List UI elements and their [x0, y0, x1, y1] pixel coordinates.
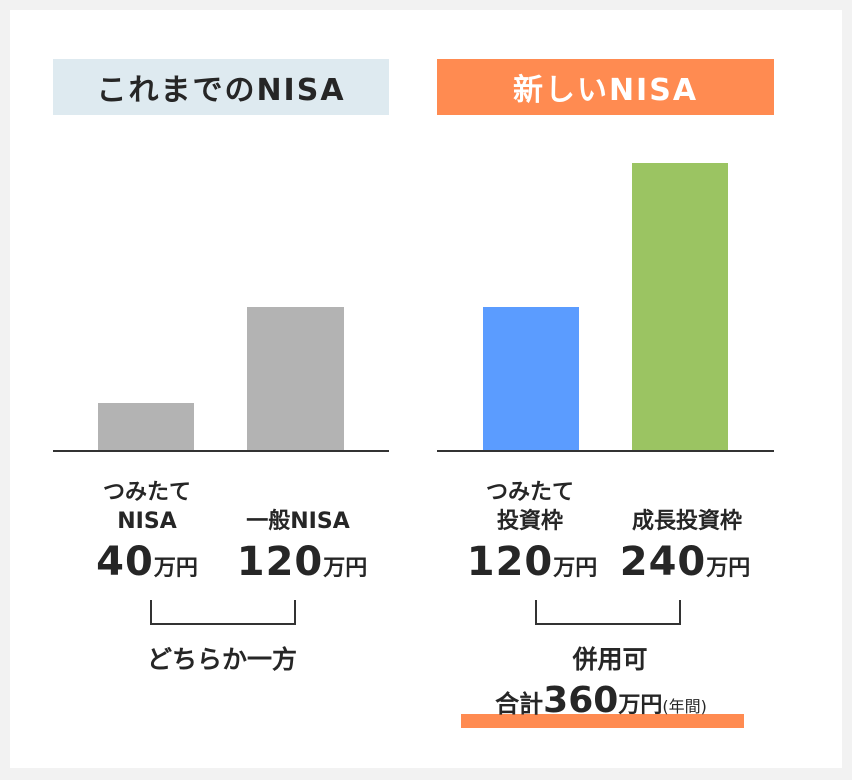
category-label-new-growth: 成長投資枠: [631, 509, 742, 534]
amount-unit: 万円: [553, 556, 598, 581]
bracket-connector: [535, 600, 681, 625]
annual-total: 合計360万円(年間): [466, 680, 736, 721]
amount-number: 120: [236, 539, 324, 585]
category-label-line: NISA: [117, 509, 177, 534]
amount-new-tsumitate: 120万円: [456, 542, 608, 590]
category-label-new-tsumitate: つみたて 投資枠: [474, 478, 586, 536]
amount-unit: 万円: [323, 556, 368, 581]
category-label-old-tsumitate: つみたて NISA: [96, 478, 198, 536]
amount-old-general: 120万円: [226, 542, 378, 590]
category-label-old-general: 一般NISA: [246, 509, 350, 534]
category-label-line: 投資枠: [496, 509, 563, 534]
amount-number: 40: [96, 539, 154, 585]
category-label-line: つみたて: [102, 480, 191, 505]
bar: [247, 307, 344, 451]
panel-title-old-nisa: これまでのNISA: [53, 59, 389, 115]
total-prefix: 合計: [495, 690, 544, 718]
total-suffix: (年間): [662, 697, 707, 716]
amount-number: 120: [466, 539, 554, 585]
category-label-line: つみたて: [485, 480, 574, 505]
bracket-connector: [150, 600, 296, 625]
bar: [632, 163, 728, 451]
total-number: 360: [543, 680, 619, 721]
bracket-note-new: 併用可: [572, 645, 648, 674]
panel-title-new-nisa: 新しいNISA: [437, 59, 774, 115]
amount-number: 240: [619, 539, 707, 585]
bar: [98, 403, 194, 451]
amount-old-tsumitate: 40万円: [80, 542, 214, 590]
total-highlight-bar: [461, 714, 744, 728]
bar: [483, 307, 579, 451]
bracket-note-old: どちらか一方: [146, 645, 297, 674]
amount-unit: 万円: [706, 556, 751, 581]
total-unit: 万円: [618, 693, 663, 718]
amount-unit: 万円: [153, 556, 198, 581]
amount-new-growth: 240万円: [606, 542, 764, 590]
